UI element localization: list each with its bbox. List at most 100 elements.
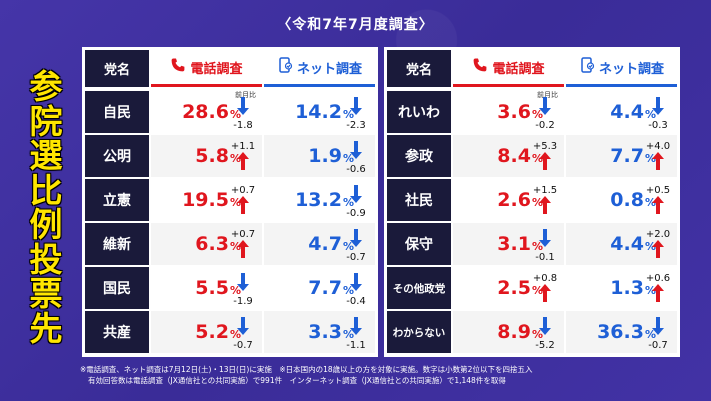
change-value: +0.6 xyxy=(645,273,671,284)
party-name: 保守 xyxy=(387,223,451,265)
table-row: 自民 前月比 28.6% -1.8 14.2% -2.3 xyxy=(85,89,375,133)
party-header: 党名 xyxy=(387,50,451,87)
net-survey-cell: 4.7% -0.7 xyxy=(264,223,375,265)
arrow-up-icon xyxy=(237,152,249,174)
percentage-value: 7.7 xyxy=(308,277,342,299)
phone-percentage: 2.6% xyxy=(453,189,543,211)
net-percentage: 1.3% xyxy=(566,277,656,299)
percent-sign: % xyxy=(644,328,656,341)
net-survey-header: ネット調査 xyxy=(566,50,677,87)
arrow-down-icon xyxy=(350,97,362,119)
month-change: +0.7 xyxy=(228,229,258,263)
net-survey-cell: 36.3% -0.7 xyxy=(566,311,677,353)
title-char: 例 xyxy=(29,205,63,244)
survey-period: 〈令和7年7月度調査〉 xyxy=(277,17,434,33)
net-survey-cell: 7.7% +4.0 xyxy=(566,135,677,177)
percent-sign: % xyxy=(229,196,241,209)
right-table: 党名 電話調査 ネット調査 れいわ 前月比 3.6% -0.2 4.4% -0.3 参政 8.4% +… xyxy=(384,47,680,357)
percentage-value: 3.1 xyxy=(497,233,531,255)
table-row: 国民 5.5% -1.9 7.7% -0.4 xyxy=(85,265,375,309)
arrow-down-icon xyxy=(652,317,664,339)
arrow-up-icon xyxy=(539,284,551,306)
month-change: +0.8 xyxy=(530,273,560,307)
arrow-up-icon xyxy=(652,240,664,262)
table-row: 維新 6.3% +0.7 4.7% -0.7 xyxy=(85,221,375,265)
month-change: -0.9 xyxy=(341,185,371,219)
change-value: +4.0 xyxy=(645,141,671,152)
arrow-down-icon xyxy=(237,273,249,295)
percentage-value: 4.4 xyxy=(610,101,644,123)
net-survey-cell: 1.3% +0.6 xyxy=(566,267,677,309)
percentage-value: 19.5 xyxy=(182,189,229,211)
title-char: 投 xyxy=(29,239,63,279)
phone-percentage: 3.6% xyxy=(453,101,543,123)
month-change: +4.0 xyxy=(643,141,673,175)
month-change: -5.2 xyxy=(530,317,560,351)
phone-percentage: 19.5% xyxy=(151,189,241,211)
month-change: -2.3 xyxy=(341,97,371,131)
percentage-value: 7.7 xyxy=(610,145,644,167)
month-change: +0.7 xyxy=(228,185,258,219)
arrow-up-icon xyxy=(237,240,249,262)
percentage-value: 3.6 xyxy=(497,101,531,123)
month-change: +1.5 xyxy=(530,185,560,219)
party-header: 党名 xyxy=(85,50,149,87)
net-percentage: 0.8% xyxy=(566,189,656,211)
percentage-value: 0.8 xyxy=(610,189,644,211)
percent-sign: % xyxy=(342,328,354,341)
change-value: +2.0 xyxy=(645,229,671,240)
party-name: 共産 xyxy=(85,311,149,353)
change-value: -0.4 xyxy=(346,296,366,307)
prev-month-label: 前月比 xyxy=(537,91,558,99)
arrow-down-icon xyxy=(652,97,664,119)
party-name: 公明 xyxy=(85,135,149,177)
title-char: 先 xyxy=(29,308,63,348)
table-row: 公明 5.8% +1.1 1.9% -0.6 xyxy=(85,133,375,177)
phone-percentage: 2.5% xyxy=(453,277,543,299)
footnote: ※電話調査、ネット調査は7月12日(土)・13日(日)に実施 ※日本国内の18歳… xyxy=(80,364,532,386)
percentage-value: 5.2 xyxy=(195,321,229,343)
net-percentage: 4.4% xyxy=(566,101,656,123)
percentage-value: 4.7 xyxy=(308,233,342,255)
change-value: +0.7 xyxy=(230,229,256,240)
title-char: 票 xyxy=(29,274,63,313)
arrow-up-icon xyxy=(237,196,249,218)
month-change: -0.4 xyxy=(341,273,371,307)
percent-sign: % xyxy=(644,108,656,121)
net-percentage: 14.2% xyxy=(264,101,354,123)
month-change: -1.9 xyxy=(228,273,258,307)
percentage-value: 3.3 xyxy=(308,321,342,343)
party-name: 社民 xyxy=(387,179,451,221)
arrow-down-icon xyxy=(539,229,551,251)
month-change: +2.0 xyxy=(643,229,673,263)
net-survey-label: ネット調査 xyxy=(598,61,664,77)
percentage-value: 6.3 xyxy=(195,233,229,255)
percent-sign: % xyxy=(342,240,354,253)
month-change: -1.1 xyxy=(341,317,371,351)
phone-percentage: 5.5% xyxy=(151,277,241,299)
net-percentage: 4.4% xyxy=(566,233,656,255)
arrow-up-icon xyxy=(652,284,664,306)
phone-icon xyxy=(472,57,488,77)
phone-survey-header: 電話調査 xyxy=(453,50,564,87)
party-name: れいわ xyxy=(387,91,451,133)
month-change: +0.5 xyxy=(643,185,673,219)
net-survey-cell: 0.8% +0.5 xyxy=(566,179,677,221)
phone-survey-cell: 5.2% -0.7 xyxy=(151,311,262,353)
party-name: その他政党 xyxy=(387,267,451,309)
net-percentage: 7.7% xyxy=(566,145,656,167)
net-survey-header: ネット調査 xyxy=(264,50,375,87)
footnote-line-1: ※電話調査、ネット調査は7月12日(土)・13日(日)に実施 ※日本国内の18歳… xyxy=(80,365,533,374)
arrow-down-icon xyxy=(350,317,362,339)
table-header: 党名 電話調査 ネット調査 xyxy=(85,50,375,89)
party-name: 国民 xyxy=(85,267,149,309)
phone-survey-cell: 2.5% +0.8 xyxy=(453,267,564,309)
table-row: 社民 2.6% +1.5 0.8% +0.5 xyxy=(387,177,677,221)
table-row: 保守 3.1% -0.1 4.4% +2.0 xyxy=(387,221,677,265)
percent-sign: % xyxy=(342,196,354,209)
month-change: +0.6 xyxy=(643,273,673,307)
table-row: 共産 5.2% -0.7 3.3% -1.1 xyxy=(85,309,375,353)
month-change: -0.7 xyxy=(341,229,371,263)
percent-sign: % xyxy=(644,196,656,209)
net-percentage: 3.3% xyxy=(264,321,354,343)
